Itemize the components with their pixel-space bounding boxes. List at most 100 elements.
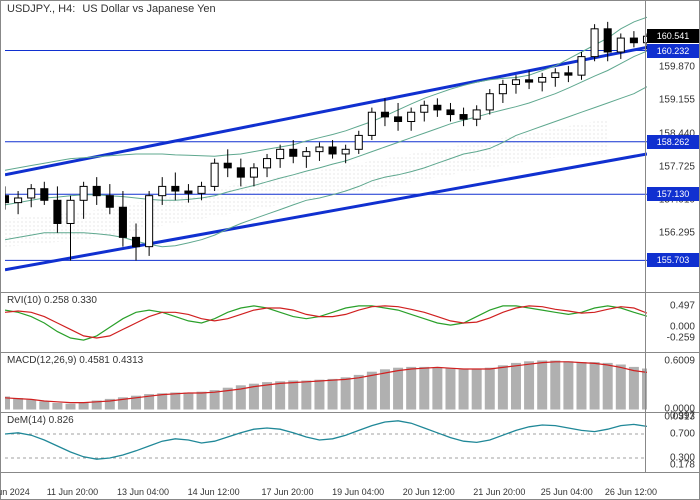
- candle-body: [146, 196, 153, 247]
- time-xtick: 26 Jun 12:00: [605, 487, 657, 497]
- macd-hist-bar: [564, 362, 573, 409]
- candle-body: [630, 38, 637, 43]
- dem-panel[interactable]: DeM(14) 0.826 0.1780.3000.7000.997: [1, 413, 699, 473]
- macd-panel[interactable]: MACD(12,26,9) 0.4581 0.4313 0.00000.6009…: [1, 353, 699, 413]
- macd-hist-bar: [302, 381, 311, 409]
- candle-body: [185, 191, 192, 193]
- macd-hist-bar: [289, 381, 298, 409]
- macd-hist-bar: [5, 397, 9, 409]
- candle-body: [198, 186, 205, 193]
- candle-body: [434, 105, 441, 110]
- macd-hist-bar: [498, 366, 507, 409]
- candle-body: [565, 73, 572, 75]
- macd-hist-bar: [485, 368, 494, 409]
- macd-hist-bar: [315, 380, 324, 409]
- macd-hist-bar: [577, 363, 586, 409]
- macd-hist-bar: [66, 404, 75, 409]
- price-yaxis: 160.232158.262157.130155.703156.295157.0…: [645, 1, 699, 292]
- rvi-label: RVI(10) 0.258 0.330: [7, 295, 97, 306]
- macd-hist-bar: [263, 383, 272, 409]
- macd-hist-bar: [53, 403, 62, 409]
- macd-hist-bar: [367, 372, 376, 409]
- candle-body: [264, 159, 271, 168]
- candle-body: [604, 29, 611, 52]
- macd-hist-bar: [538, 361, 547, 409]
- candle-body: [617, 38, 624, 52]
- candle-body: [303, 152, 310, 157]
- time-xtick: 11 Jun 20:00: [47, 487, 98, 497]
- candle-body: [237, 168, 244, 177]
- macd-hist-bar: [394, 368, 403, 409]
- time-xtick: 19 Jun 04:00: [332, 487, 384, 497]
- macd-hist-bar: [276, 382, 285, 409]
- macd-hist-bar: [420, 367, 429, 409]
- time-xtick: 13 Jun 04:00: [117, 487, 169, 497]
- candle-body: [591, 29, 598, 57]
- candle-body: [159, 186, 166, 195]
- candle-body: [578, 57, 585, 76]
- chart-container: USDJPY., H4: US Dollar vs Japanese Yen 1…: [0, 0, 700, 500]
- price-level-badge: 158.262: [647, 135, 699, 149]
- price-ytick: 156.295: [659, 227, 695, 238]
- macd-hist-bar: [14, 399, 23, 409]
- ichimoku-cloud: [5, 121, 608, 247]
- candle-body: [106, 196, 113, 208]
- time-xtick: 20 Jun 12:00: [403, 487, 455, 497]
- current-price-badge: 160.541: [647, 29, 699, 43]
- macd-hist-bar: [433, 368, 442, 409]
- time-xtick: 10 Jun 2024: [0, 487, 30, 497]
- price-level-badge: 160.232: [647, 44, 699, 58]
- time-xtick: 17 Jun 20:00: [261, 487, 313, 497]
- candle-body: [512, 80, 519, 85]
- macd-hist-bar: [380, 370, 389, 409]
- candle-body: [421, 105, 428, 112]
- candle-body: [355, 135, 362, 149]
- rvi-ytick: -0.259: [667, 333, 695, 344]
- rvi-ytick: 0.000: [670, 322, 695, 333]
- candle-body: [526, 80, 533, 82]
- macd-hist-bar: [341, 378, 350, 409]
- candle-body: [290, 149, 297, 156]
- price-level-badge: 155.703: [647, 253, 699, 267]
- rvi-yaxis: -0.2590.000 0.497: [645, 293, 699, 352]
- macd-hist-bar: [525, 362, 534, 409]
- candle-body: [93, 186, 100, 195]
- candle-body: [395, 117, 402, 122]
- dem-line: [5, 421, 647, 459]
- candle-body: [119, 207, 126, 237]
- candle-body: [277, 149, 284, 158]
- macd-hist-bar: [197, 392, 206, 409]
- rvi-ytick: 0.497: [670, 300, 695, 311]
- macd-hist-bar: [210, 391, 219, 409]
- macd-hist-bar: [354, 375, 363, 409]
- macd-hist-bar: [328, 379, 337, 409]
- macd-hist-bar: [446, 369, 455, 409]
- macd-hist-bar: [590, 363, 599, 409]
- candle-body: [28, 189, 35, 198]
- dem-ytick: 0.300: [670, 453, 695, 464]
- price-level-badge: 157.130: [647, 187, 699, 201]
- price-ytick: 159.155: [659, 95, 695, 106]
- candle-body: [447, 110, 454, 115]
- rvi-panel[interactable]: RVI(10) 0.258 0.330 -0.2590.000 0.497: [1, 293, 699, 353]
- candle-body: [80, 186, 87, 200]
- macd-hist-bar: [171, 393, 180, 409]
- dem-ytick: 0.997: [670, 411, 695, 422]
- macd-label: MACD(12,26,9) 0.4581 0.4313: [7, 355, 143, 366]
- candle-body: [15, 198, 22, 203]
- dem-label: DeM(14) 0.826: [7, 415, 74, 426]
- chart-title: USDJPY., H4: US Dollar vs Japanese Yen: [7, 3, 216, 15]
- candle-body: [250, 168, 257, 177]
- price-panel[interactable]: USDJPY., H4: US Dollar vs Japanese Yen 1…: [1, 1, 699, 293]
- macd-hist-bar: [40, 402, 49, 409]
- candle-body: [41, 189, 48, 201]
- time-xtick: 14 Jun 12:00: [188, 487, 240, 497]
- price-ytick: 157.725: [659, 161, 695, 172]
- candle-body: [132, 237, 139, 246]
- candle-body: [67, 200, 74, 223]
- candle-body: [211, 163, 218, 186]
- macd-hist-bar: [184, 393, 193, 409]
- macd-hist-bar: [551, 361, 560, 409]
- macd-hist-bar: [472, 370, 481, 409]
- macd-ytick: 0.6009: [664, 355, 695, 366]
